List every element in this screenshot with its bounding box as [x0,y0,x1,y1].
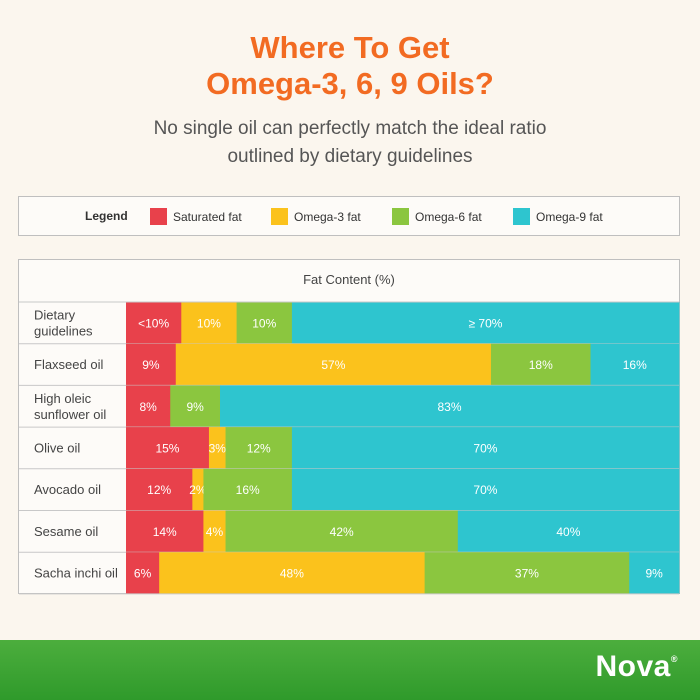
bar-label-5-1: 12% [147,483,171,497]
bar-1-omega-3-fat [181,302,237,344]
legend-label-omega9: Omega-9 fat [536,209,603,224]
category-label-6: Sesame oil [34,524,98,539]
bar-label-2-1: 9% [142,358,160,372]
bar-5-omega-3-fat [192,468,204,511]
bar-label-5-3: 16% [236,483,260,497]
subtitle-line-1: No single oil can perfectly match the id… [153,118,547,139]
bar-6-saturated-fat [126,510,204,553]
bar-2-saturated-fat [126,343,177,386]
bar-label-1-1: <10% [138,316,169,330]
bar-label-5-2: 2% [189,483,207,497]
legend-swatch-saturated [150,208,167,226]
bar-4-omega-9-fat [291,427,680,469]
category-label-4: Olive oil [34,440,80,455]
legend-swatch-omega6 [392,208,409,226]
brand-logo: Nova® [596,650,679,684]
registered-mark: ® [670,654,678,664]
bar-label-4-4: 70% [473,441,497,455]
bar-label-6-3: 42% [330,525,354,539]
bar-3-omega-6-fat [170,385,221,428]
bar-label-3-3: 9% [186,400,204,414]
bar-label-7-4: 9% [645,567,663,581]
bar-1-saturated-fat [126,302,182,344]
bar-6-omega-9-fat [457,510,680,553]
bar-7-saturated-fat [126,552,160,594]
bar-label-7-1: 6% [134,567,152,581]
bar-label-1-3: 10% [252,316,276,330]
bar-3-saturated-fat [126,385,171,428]
category-label-7: Sacha inchi oil [34,566,118,581]
bar-7-omega-9-fat [629,552,680,594]
legend-swatch-omega9 [513,208,530,226]
category-label-2: Flaxseed oil [34,357,103,372]
bar-6-omega-6-fat [225,510,459,553]
bar-label-2-2: 57% [321,358,345,372]
bar-label-2-3: 18% [529,358,553,372]
title-line-2: Omega-3, 6, 9 Oils? [206,66,494,101]
bar-4-saturated-fat [126,427,210,469]
bar-7-omega-6-fat [424,552,630,594]
bar-2-omega-3-fat [175,343,492,386]
bar-1-omega-9-fat [291,302,680,344]
legend-title: Legend [85,209,128,223]
bar-label-6-4: 40% [556,525,580,539]
bar-label-4-2: 3% [209,441,227,455]
legend-item-omega3: Omega-3 fat [271,207,361,226]
bar-label-7-2: 48% [280,567,304,581]
bar-label-1-4: ≥ 70% [468,316,502,330]
bar-label-7-3: 37% [515,567,539,581]
legend-swatch-omega3 [271,208,288,226]
brand-name: Nova [595,650,671,683]
category-label-3: High oleic [34,391,92,406]
footer-band [0,640,700,700]
bar-5-omega-9-fat [291,468,680,511]
bar-label-2-4: 16% [623,358,647,372]
legend-item-saturated: Saturated fat [150,207,242,226]
bar-3-omega-9-fat [220,385,680,428]
bar-1-omega-6-fat [236,302,293,344]
bar-label-3-4: 83% [437,400,461,414]
category-label-3: sunflower oil [34,407,106,422]
bar-label-3-1: 8% [139,400,157,414]
bar-4-omega-3-fat [208,427,226,469]
bar-6-omega-3-fat [203,510,226,553]
bar-5-saturated-fat [126,468,193,511]
category-label-1: Dietary [34,307,76,322]
legend-label-saturated: Saturated fat [173,209,242,224]
category-label-5: Avocado oil [34,482,101,497]
bar-label-4-1: 15% [155,441,179,455]
bar-label-4-3: 12% [247,441,271,455]
bar-label-6-1: 14% [153,525,177,539]
bar-5-omega-6-fat [203,468,293,511]
legend-label-omega6: Omega-6 fat [415,209,482,224]
bar-2-omega-6-fat [490,343,591,386]
legend-item-omega9: Omega-9 fat [513,207,603,226]
title-line-1: Where To Get [250,30,450,65]
legend-item-omega6: Omega-6 fat [392,207,482,226]
legend-label-omega3: Omega-3 fat [294,209,361,224]
bar-label-6-2: 4% [206,525,224,539]
bar-label-1-2: 10% [197,316,221,330]
bar-2-omega-9-fat [590,343,680,386]
bar-7-omega-3-fat [159,552,426,594]
subtitle-line-2: outlined by dietary guidelines [227,146,473,167]
chart-title: Fat Content (%) [303,272,395,287]
legend: Legend Saturated fat Omega-3 fat Omega-6… [18,196,680,236]
bar-label-5-4: 70% [473,483,497,497]
category-label-1: guidelines [34,323,93,338]
bar-4-omega-6-fat [225,427,293,469]
